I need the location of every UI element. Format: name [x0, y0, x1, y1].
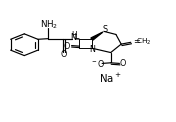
- Text: $^-$O: $^-$O: [90, 58, 105, 69]
- Polygon shape: [91, 32, 102, 40]
- Text: S: S: [102, 25, 108, 34]
- Text: Na$^+$: Na$^+$: [99, 72, 122, 85]
- Text: =: =: [133, 37, 140, 46]
- Text: NH$_2$: NH$_2$: [40, 19, 58, 31]
- Text: O: O: [60, 51, 67, 59]
- Text: N: N: [71, 33, 77, 42]
- Text: CH$_2$: CH$_2$: [136, 37, 151, 47]
- Text: N: N: [90, 45, 95, 54]
- Text: O: O: [119, 59, 126, 68]
- Text: O: O: [64, 42, 70, 51]
- Text: H: H: [71, 31, 77, 40]
